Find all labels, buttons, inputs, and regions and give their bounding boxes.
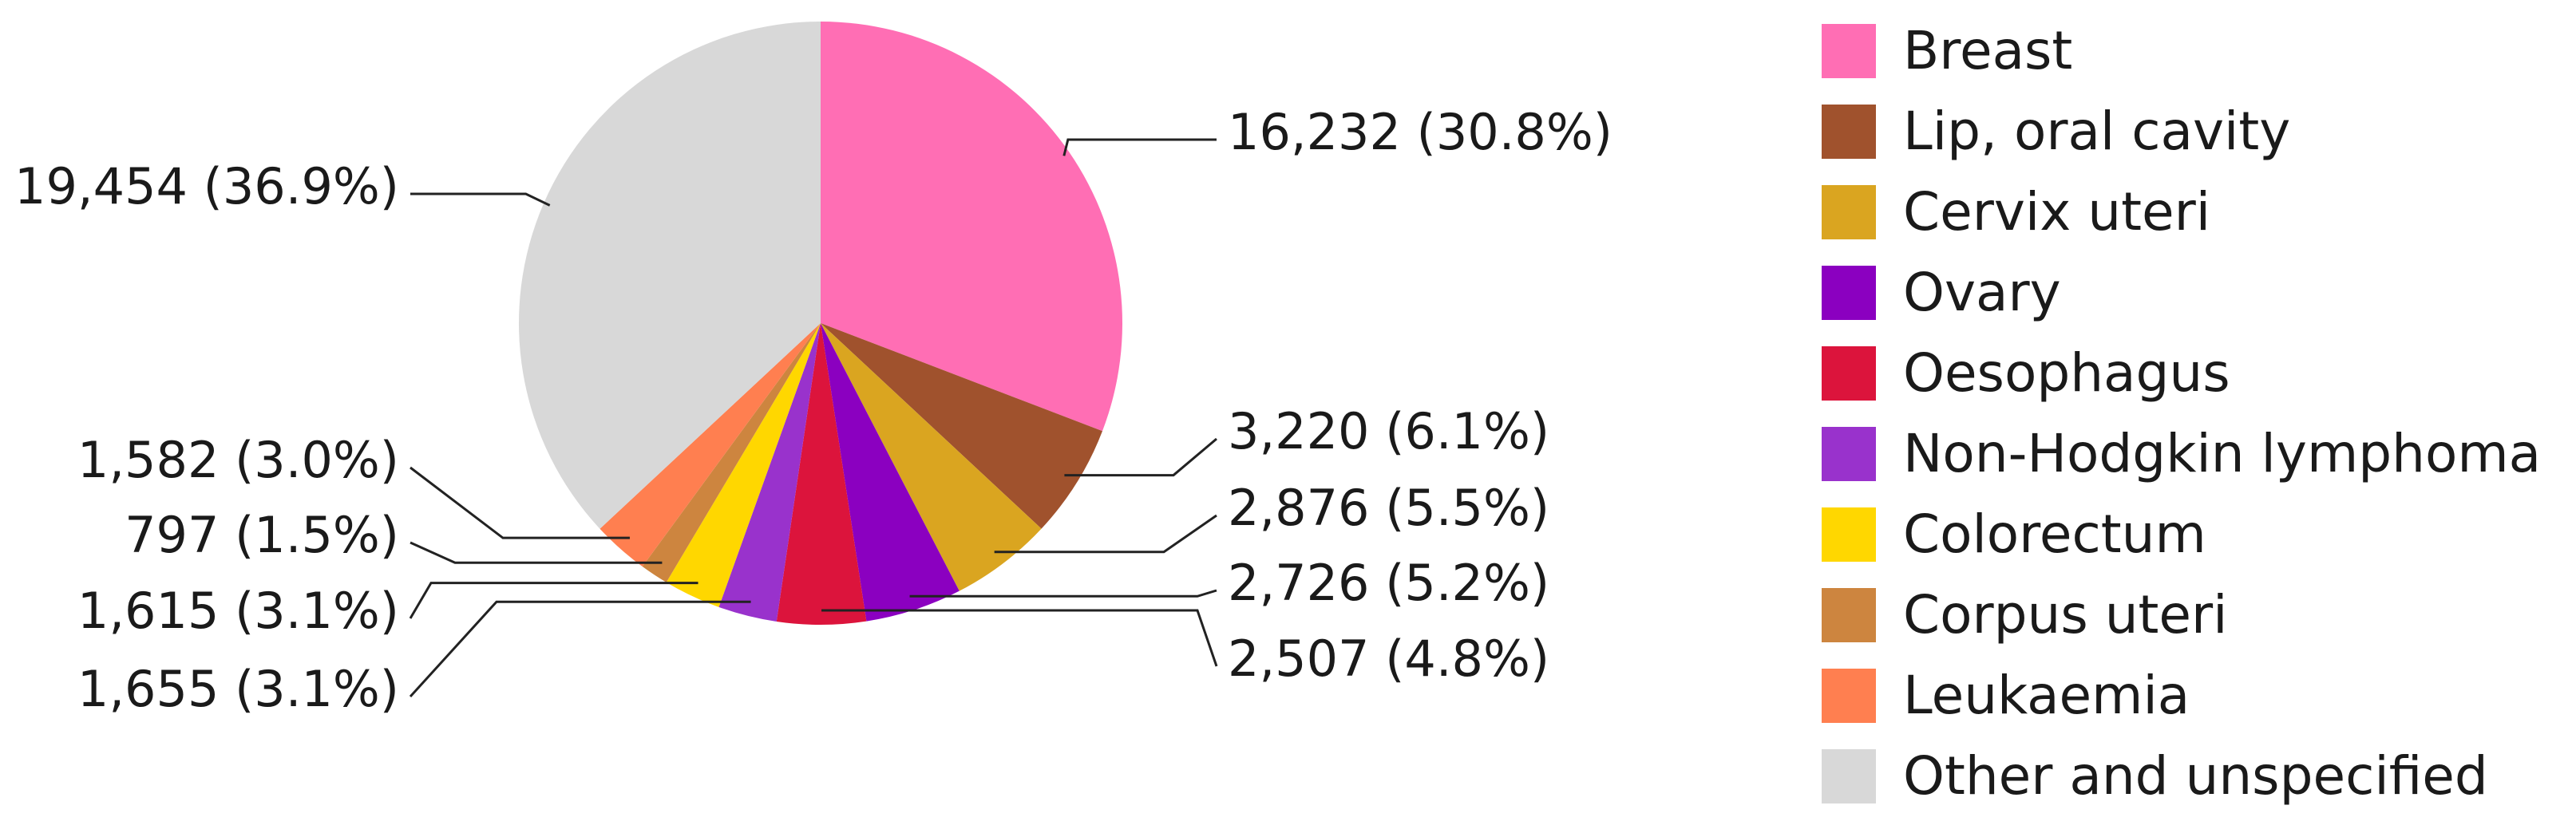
legend-swatch-non-hodgkin-lymphoma (1822, 427, 1876, 481)
pie-slice-leukaemia (599, 323, 821, 567)
data-label-other-and-unspecified: 19,454 (36.9%) (14, 157, 399, 215)
slices-layer (519, 21, 1122, 626)
pie-slice-colorectum (666, 323, 821, 607)
data-label-cervix-uteri: 2,876 (5.5%) (1228, 479, 1549, 537)
leader-line-lip-oral-cavity (1064, 437, 1217, 477)
legend-label-oesophagus: Oesophagus (1903, 342, 2230, 404)
leader-line-breast (1062, 138, 1217, 156)
leader-line-leukaemia (410, 466, 630, 539)
leader-line-corpus-uteri (410, 541, 663, 564)
legend-label-cervix-uteri: Cervix uteri (1903, 181, 2210, 243)
leader-lines-layer (409, 138, 1218, 698)
legend-swatch-colorectum (1822, 507, 1876, 562)
legend-swatch-cervix-uteri (1822, 185, 1876, 239)
data-label-non-hodgkin-lymphoma: 1,655 (3.1%) (77, 660, 399, 718)
legend-label-breast: Breast (1903, 20, 2072, 81)
legend-swatch-ovary (1822, 266, 1876, 320)
legend-label-corpus-uteri: Corpus uteri (1903, 584, 2227, 645)
legend-label-other-and-unspecified: Other and unspecified (1903, 745, 2488, 807)
pie-slice-other-and-unspecified (519, 21, 821, 529)
data-label-oesophagus: 2,507 (4.8%) (1228, 630, 1549, 688)
data-label-colorectum: 1,615 (3.1%) (77, 582, 399, 640)
data-label-ovary: 2,726 (5.2%) (1228, 554, 1549, 612)
leader-line-ovary (909, 589, 1217, 598)
leader-line-oesophagus (821, 609, 1218, 667)
legend-label-ovary: Ovary (1903, 262, 2061, 323)
leader-line-other-and-unspecified (410, 192, 551, 207)
legend-label-colorectum: Colorectum (1903, 503, 2206, 565)
data-label-leukaemia: 1,582 (3.0%) (77, 431, 399, 489)
data-labels-layer: 16,232 (30.8%) 3,220 (6.1%) 2,876 (5.5%) 2,… (14, 103, 1612, 718)
pie-slice-oesophagus (776, 323, 867, 626)
legend-label-lip-oral-cavity: Lip, oral cavity (1903, 101, 2290, 162)
legend-swatch-other-and-unspecified (1822, 749, 1876, 803)
legend-swatch-corpus-uteri (1822, 588, 1876, 642)
legend-label-non-hodgkin-lymphoma: Non-Hodgkin lymphoma (1903, 423, 2541, 484)
data-label-breast: 16,232 (30.8%) (1228, 103, 1612, 161)
pie-slice-breast (821, 22, 1122, 432)
leader-line-non-hodgkin-lymphoma (409, 600, 751, 698)
leader-line-colorectum (409, 582, 698, 619)
pie-slice-ovary (821, 323, 960, 622)
leader-line-cervix-uteri (994, 514, 1217, 554)
legend-swatch-leukaemia (1822, 669, 1876, 723)
legend-swatch-oesophagus (1822, 346, 1876, 401)
pie-slice-corpus-uteri (642, 323, 821, 582)
legend-label-leukaemia: Leukaemia (1903, 665, 2190, 726)
legend-swatch-breast (1822, 24, 1876, 78)
pie-slice-non-hodgkin-lymphoma (718, 323, 821, 622)
pie-slice-lip-oral-cavity (821, 323, 1102, 529)
legend-swatch-lip-oral-cavity (1822, 105, 1876, 159)
legend: Breast Lip, oral cavity Cervix uteri Ovary O… (1822, 20, 2541, 807)
data-label-corpus-uteri: 797 (1.5%) (125, 506, 399, 564)
pie-slice-cervix-uteri (821, 323, 1042, 591)
data-label-lip-oral-cavity: 3,220 (6.1%) (1228, 402, 1549, 460)
